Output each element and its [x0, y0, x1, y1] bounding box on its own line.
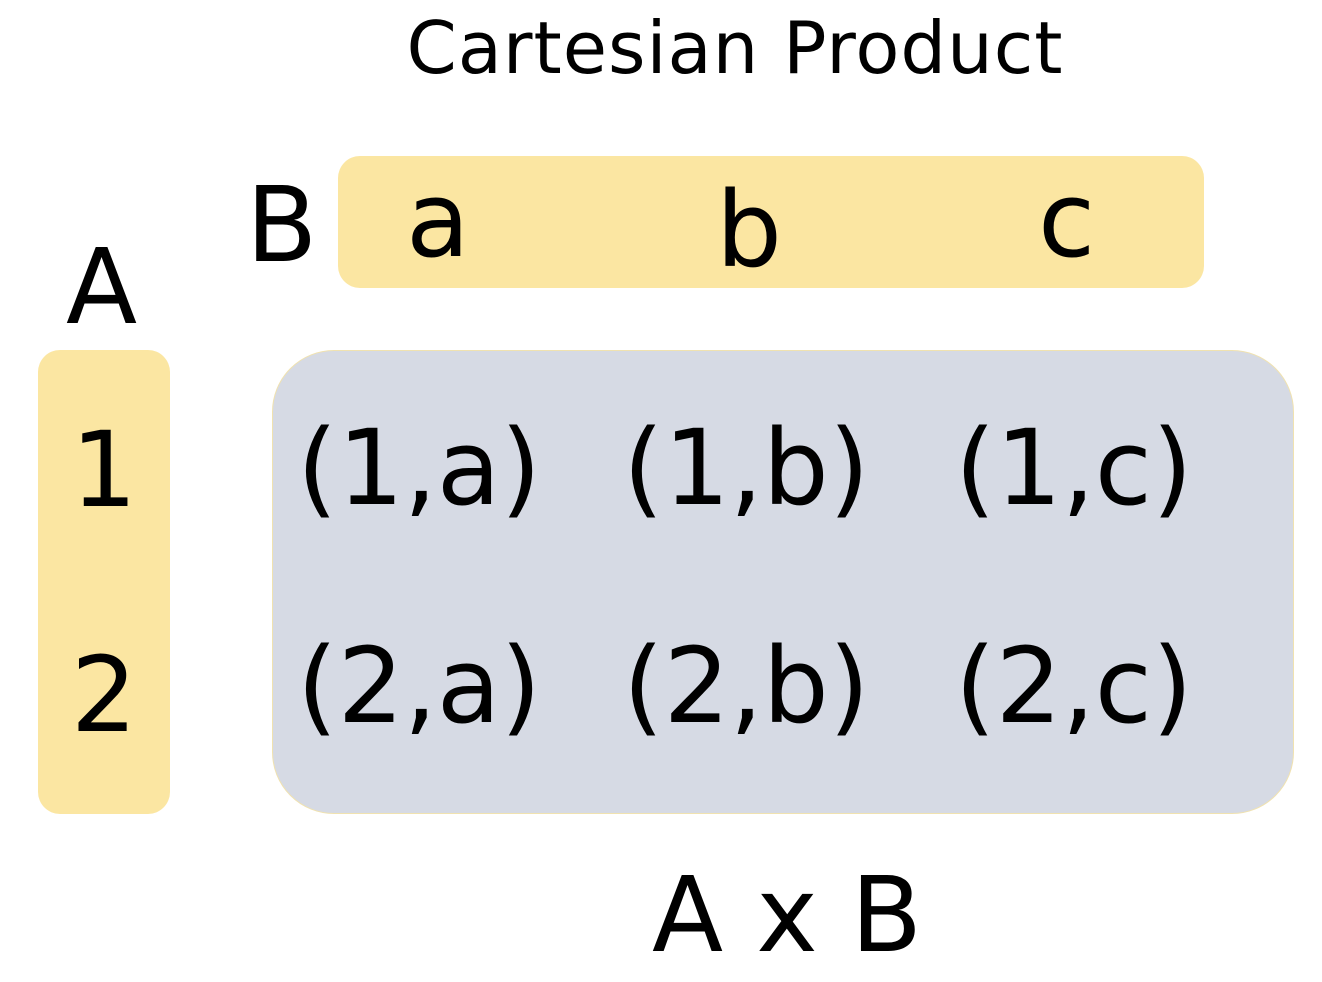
set-b-label: B	[246, 164, 318, 286]
set-a-box: 1 2	[38, 350, 170, 814]
set-b-element: b	[716, 169, 783, 291]
product-pair: (1,c)	[955, 407, 1193, 529]
product-box: (1,a) (1,b) (1,c) (2,a) (2,b) (2,c)	[272, 350, 1294, 814]
set-b-box: a b c	[338, 156, 1204, 291]
product-pair: (2,a)	[297, 625, 542, 747]
diagram-title: Cartesian Product	[406, 6, 1064, 90]
set-b-element: c	[1038, 159, 1096, 281]
product-pair: (2,b)	[623, 625, 870, 747]
product-pair: (1,b)	[623, 407, 870, 529]
set-a-label: A	[66, 226, 138, 348]
set-a-element: 1	[70, 409, 138, 531]
product-label: A x B	[652, 854, 923, 976]
set-b-element: a	[406, 159, 470, 281]
product-pair: (2,c)	[955, 625, 1193, 747]
set-a-element: 2	[70, 634, 138, 756]
product-pair: (1,a)	[297, 407, 542, 529]
